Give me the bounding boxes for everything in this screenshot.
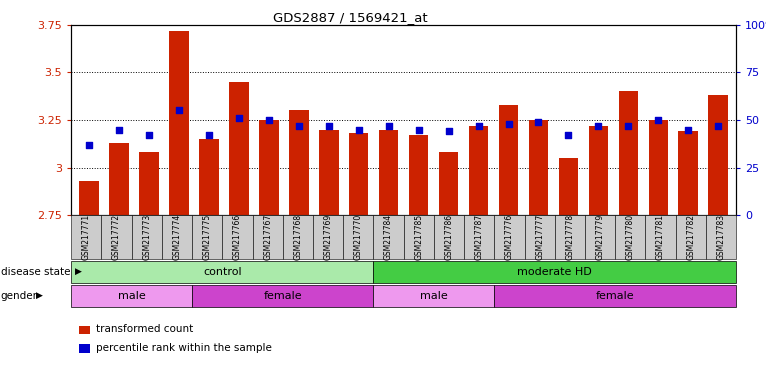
Text: GSM217781: GSM217781	[656, 214, 665, 260]
Point	[143, 132, 155, 138]
Bar	[469, 126, 488, 215]
Point	[352, 126, 365, 132]
Text: ▶: ▶	[36, 291, 43, 300]
Bar	[199, 139, 219, 215]
Bar	[289, 111, 309, 215]
Bar	[349, 133, 368, 215]
Point	[622, 122, 634, 129]
Text: GSM217778: GSM217778	[565, 214, 574, 260]
Bar	[588, 126, 608, 215]
Text: GSM217780: GSM217780	[626, 214, 635, 260]
Text: GDS2887 / 1569421_at: GDS2887 / 1569421_at	[273, 12, 427, 25]
Point	[473, 122, 485, 129]
Bar	[679, 131, 698, 215]
Text: moderate HD: moderate HD	[517, 267, 592, 277]
Text: female: female	[264, 291, 302, 301]
Text: GSM217783: GSM217783	[716, 214, 725, 260]
Text: GSM217782: GSM217782	[686, 214, 696, 260]
Text: gender: gender	[1, 291, 38, 301]
Text: percentile rank within the sample: percentile rank within the sample	[96, 343, 272, 353]
Point	[293, 122, 305, 129]
Text: GSM217774: GSM217774	[172, 214, 182, 260]
Point	[83, 142, 95, 148]
Text: transformed count: transformed count	[96, 324, 193, 334]
Bar	[649, 120, 668, 215]
Text: male: male	[420, 291, 448, 301]
Bar	[169, 31, 188, 215]
Text: GSM217770: GSM217770	[354, 214, 363, 260]
Text: GSM217767: GSM217767	[264, 214, 272, 260]
Text: GSM217771: GSM217771	[82, 214, 91, 260]
Text: GSM217779: GSM217779	[596, 214, 604, 260]
Bar	[379, 129, 398, 215]
Bar	[409, 135, 428, 215]
Bar	[229, 82, 249, 215]
Bar	[259, 120, 279, 215]
Bar	[709, 95, 728, 215]
Point	[592, 122, 604, 129]
Point	[502, 121, 515, 127]
Bar	[558, 158, 578, 215]
Text: male: male	[118, 291, 146, 301]
Text: ▶: ▶	[75, 267, 82, 276]
Point	[712, 122, 725, 129]
Text: GSM217786: GSM217786	[444, 214, 453, 260]
Text: GSM217787: GSM217787	[475, 214, 484, 260]
Text: disease state: disease state	[1, 267, 70, 277]
Text: GSM217772: GSM217772	[112, 214, 121, 260]
Point	[203, 132, 215, 138]
Text: GSM217769: GSM217769	[323, 214, 332, 260]
Text: GSM217775: GSM217775	[203, 214, 211, 260]
Bar	[499, 105, 519, 215]
Point	[562, 132, 574, 138]
Point	[652, 117, 664, 123]
Point	[382, 122, 394, 129]
Point	[263, 117, 275, 123]
Text: GSM217776: GSM217776	[505, 214, 514, 260]
Point	[233, 115, 245, 121]
Text: control: control	[203, 267, 241, 277]
Point	[322, 122, 335, 129]
Bar	[619, 91, 638, 215]
Bar	[319, 129, 339, 215]
Point	[413, 126, 425, 132]
Text: GSM217768: GSM217768	[293, 214, 303, 260]
Text: GSM217785: GSM217785	[414, 214, 424, 260]
Point	[682, 126, 694, 132]
Point	[173, 108, 185, 114]
Point	[443, 128, 455, 134]
Bar	[110, 143, 129, 215]
Text: GSM217766: GSM217766	[233, 214, 242, 260]
Text: female: female	[596, 291, 634, 301]
Bar	[80, 181, 99, 215]
Bar	[529, 120, 548, 215]
Text: GSM217773: GSM217773	[142, 214, 152, 260]
Point	[113, 126, 126, 132]
Bar	[439, 152, 458, 215]
Bar	[139, 152, 159, 215]
Text: GSM217777: GSM217777	[535, 214, 544, 260]
Text: GSM217784: GSM217784	[384, 214, 393, 260]
Point	[532, 119, 545, 125]
